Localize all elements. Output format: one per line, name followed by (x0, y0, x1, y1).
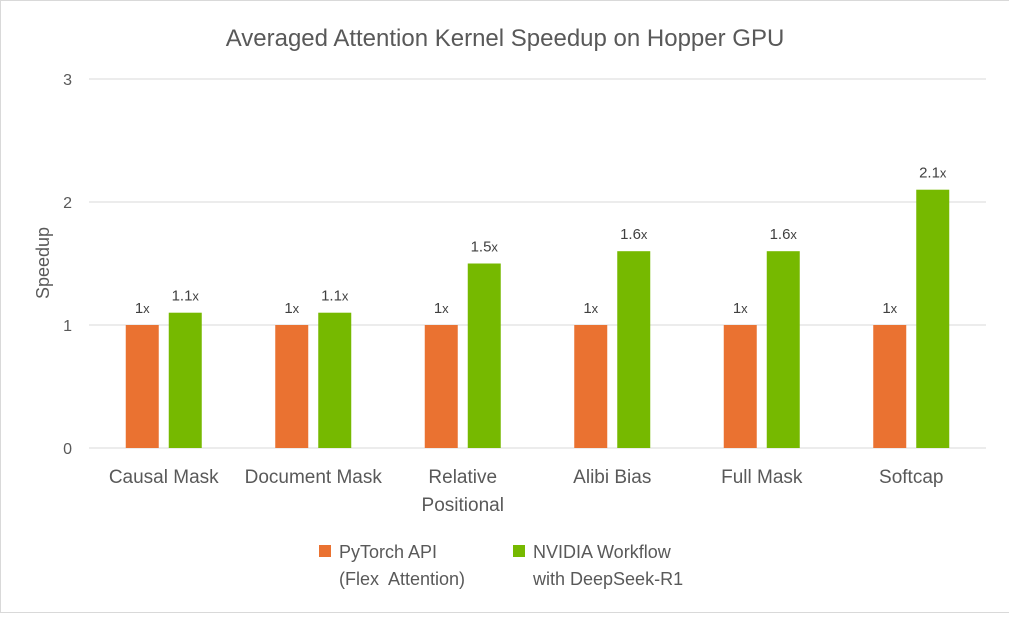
data-label-unit: x (342, 289, 349, 304)
data-label-unit: x (741, 301, 748, 316)
data-label-value: 1.1 (321, 288, 342, 305)
data-label-value: 1 (434, 300, 442, 317)
y-axis-ticks: 0 1 2 3 (63, 72, 72, 458)
data-label-unit: x (293, 301, 300, 316)
legend-label: PyTorch API (339, 542, 437, 562)
data-label: 1x (882, 300, 897, 317)
x-tick-label: Causal Mask (109, 467, 219, 488)
bar-nvidia-2 (467, 263, 501, 448)
y-tick-label: 3 (63, 72, 72, 89)
x-tick-label: Positional (422, 495, 504, 516)
legend-swatch-0 (319, 545, 331, 557)
data-label: 1x (733, 300, 748, 317)
x-tick-label: Full Mask (721, 467, 803, 488)
legend-swatch-1 (513, 545, 525, 557)
bar-nvidia-4 (766, 251, 800, 448)
x-tick-label: Relative (428, 467, 497, 488)
data-label-value: 2.1 (919, 165, 940, 182)
data-label: 1x (434, 300, 449, 317)
bar-nvidia-0 (168, 312, 202, 448)
data-label-value: 1.6 (620, 226, 641, 243)
bar-pytorch-5 (873, 325, 907, 448)
x-tick-label: Softcap (879, 467, 943, 488)
x-tick-label: Alibi Bias (573, 467, 651, 488)
data-label-value: 1 (882, 300, 890, 317)
y-tick-label: 0 (63, 441, 72, 458)
y-tick-label: 2 (63, 195, 72, 212)
bar-nvidia-5 (916, 189, 950, 448)
x-tick-label: Document Mask (245, 467, 383, 488)
data-label-value: 1 (733, 300, 741, 317)
legend: PyTorch API (Flex Attention) NVIDIA Workfl… (319, 542, 683, 589)
data-label-value: 1 (583, 300, 591, 317)
data-label-value: 1.1 (172, 288, 193, 305)
legend-label: (Flex Attention) (339, 569, 465, 589)
data-label-value: 1.6 (770, 226, 791, 243)
bar-pytorch-2 (424, 325, 458, 448)
data-label-unit: x (143, 301, 150, 316)
data-label: 1x (135, 300, 150, 317)
bar-nvidia-3 (617, 251, 651, 448)
data-label: 2.1x (919, 165, 947, 182)
data-label-unit: x (641, 227, 648, 242)
data-label-unit: x (442, 301, 449, 316)
data-label: 1.6x (620, 226, 648, 243)
legend-label: NVIDIA Workflow (533, 542, 672, 562)
bar-pytorch-0 (125, 325, 159, 448)
data-label-unit: x (891, 301, 898, 316)
bars (125, 189, 950, 448)
y-tick-label: 1 (63, 318, 72, 335)
data-label-unit: x (790, 227, 797, 242)
bar-nvidia-1 (318, 312, 352, 448)
bar-pytorch-4 (723, 325, 757, 448)
bar-pytorch-3 (574, 325, 608, 448)
gridlines (89, 78, 986, 449)
x-axis-ticks: Causal Mask Document Mask Relative Position… (109, 467, 944, 516)
data-label-value: 1 (135, 300, 143, 317)
data-label-value: 1.5 (471, 239, 492, 256)
data-label: 1.1x (321, 288, 349, 305)
bar-pytorch-1 (275, 325, 309, 448)
y-axis-label: Speedup (33, 227, 53, 299)
data-label-unit: x (592, 301, 599, 316)
chart-title: Averaged Attention Kernel Speedup on Hop… (226, 25, 785, 52)
data-label: 1x (583, 300, 598, 317)
data-label: 1x (284, 300, 299, 317)
data-label: 1.6x (770, 226, 798, 243)
data-label: 1.5x (471, 239, 499, 256)
data-label: 1.1x (172, 288, 200, 305)
legend-label: with DeepSeek-R1 (532, 569, 683, 589)
data-label-value: 1 (284, 300, 292, 317)
data-label-unit: x (491, 240, 498, 255)
data-label-unit: x (940, 166, 947, 181)
data-label-unit: x (192, 289, 199, 304)
